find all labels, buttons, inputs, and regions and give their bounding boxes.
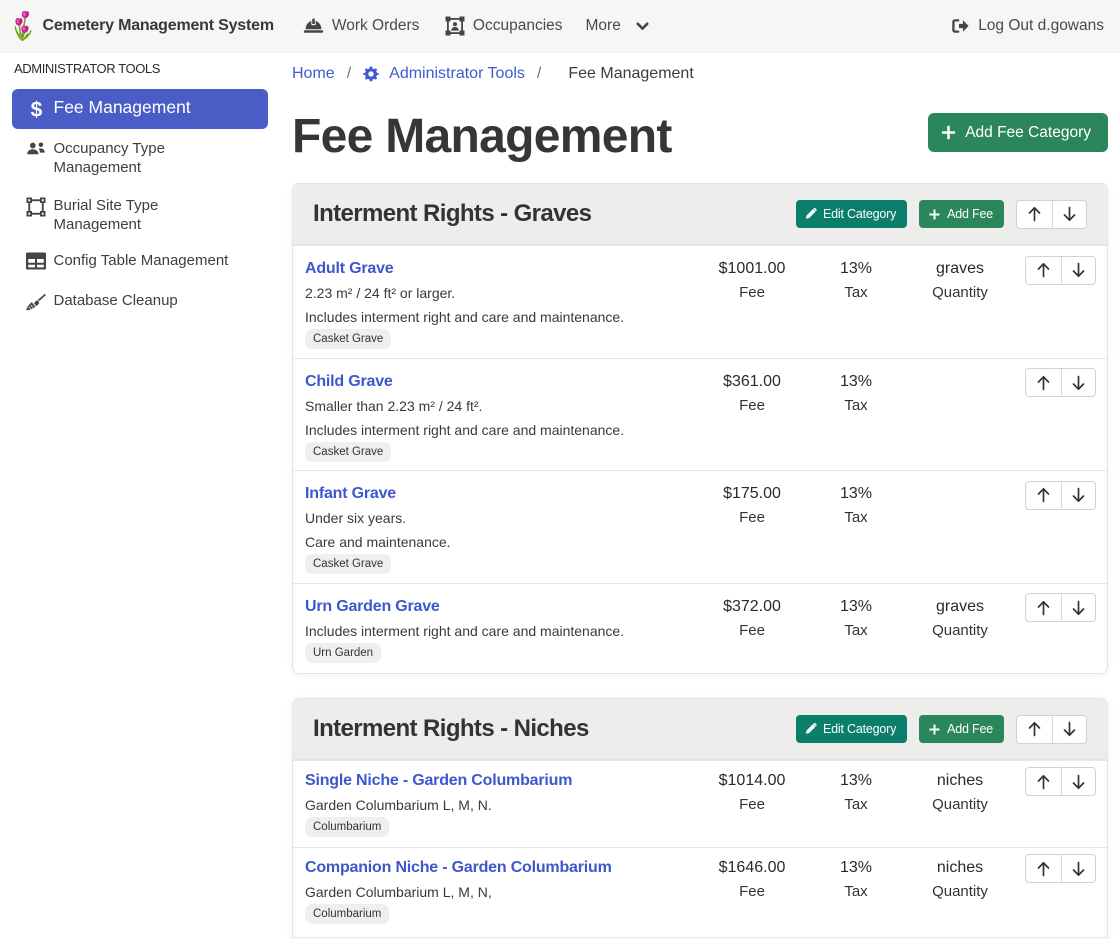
- svg-text:$: $: [30, 99, 42, 121]
